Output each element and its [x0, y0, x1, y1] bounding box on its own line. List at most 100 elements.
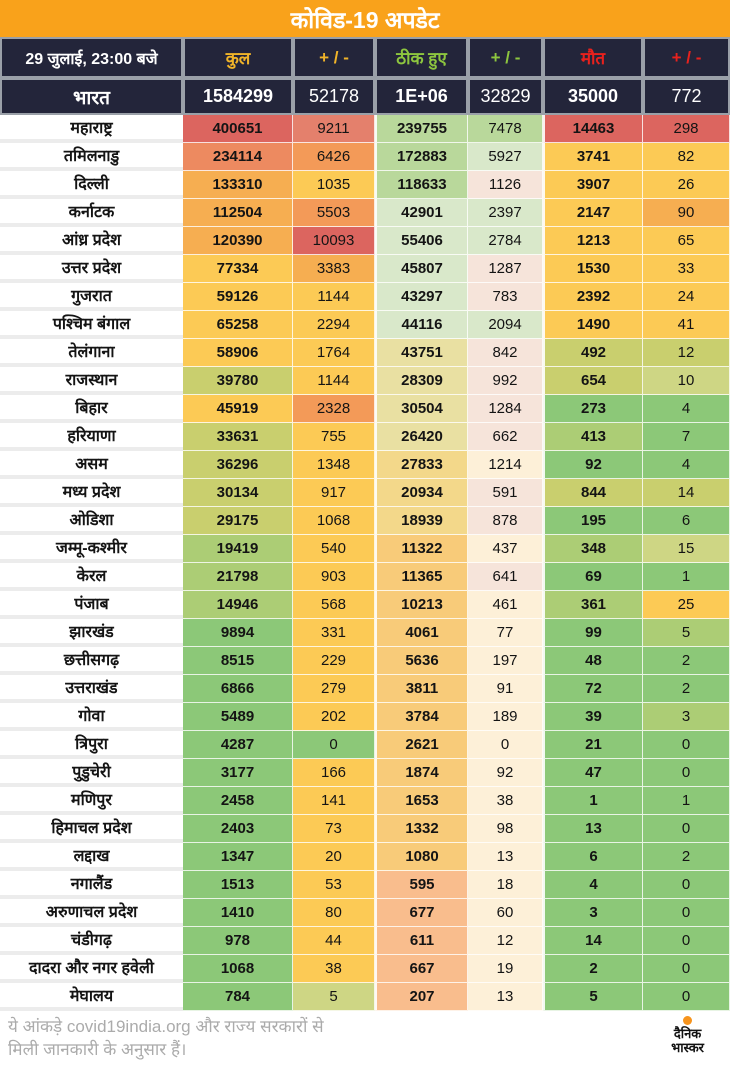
value-cell: 0	[643, 955, 730, 983]
value-cell: 3811	[375, 675, 468, 703]
value-cell: 0	[643, 899, 730, 927]
value-cell: 82	[643, 143, 730, 171]
col-header-total: कुल	[183, 37, 293, 78]
table-row: पंजाब 14946 568 10213 461 361 25	[0, 591, 730, 619]
value-cell: 2	[643, 675, 730, 703]
value-cell: 30504	[375, 395, 468, 423]
value-cell: 33631	[183, 423, 293, 451]
value-cell: 2	[643, 647, 730, 675]
value-cell: 0	[643, 983, 730, 1011]
value-cell: 1035	[293, 171, 375, 199]
value-cell: 72	[543, 675, 643, 703]
value-cell: 30134	[183, 479, 293, 507]
india-total-row: भारत 1584299 52178 1E+06 32829 35000 772	[0, 78, 730, 115]
value-cell: 1332	[375, 815, 468, 843]
value-cell: 437	[468, 535, 543, 563]
value-cell: 413	[543, 423, 643, 451]
state-name: जम्मू-कश्मीर	[0, 535, 183, 563]
table-row: अरुणाचल प्रदेश 1410 80 677 60 3 0	[0, 899, 730, 927]
value-cell: 1764	[293, 339, 375, 367]
value-cell: 0	[643, 731, 730, 759]
value-cell: 91	[468, 675, 543, 703]
table-row: दिल्ली 133310 1035 118633 1126 3907 26	[0, 171, 730, 199]
state-name: पंजाब	[0, 591, 183, 619]
state-name: राजस्थान	[0, 367, 183, 395]
value-cell: 2094	[468, 311, 543, 339]
value-cell: 461	[468, 591, 543, 619]
state-name: नगालैंड	[0, 871, 183, 899]
value-cell: 591	[468, 479, 543, 507]
value-cell: 45919	[183, 395, 293, 423]
value-cell: 654	[543, 367, 643, 395]
value-cell: 13	[468, 843, 543, 871]
value-cell: 6	[643, 507, 730, 535]
table-row: लद्दाख 1347 20 1080 13 6 2	[0, 843, 730, 871]
state-name: मध्य प्रदेश	[0, 479, 183, 507]
value-cell: 59126	[183, 283, 293, 311]
state-name: अरुणाचल प्रदेश	[0, 899, 183, 927]
table-row: उत्तर प्रदेश 77334 3383 45807 1287 1530 33	[0, 255, 730, 283]
value-cell: 3177	[183, 759, 293, 787]
value-cell: 20934	[375, 479, 468, 507]
value-cell: 69	[543, 563, 643, 591]
value-cell: 38	[468, 787, 543, 815]
value-cell: 2	[543, 955, 643, 983]
value-cell: 1	[543, 787, 643, 815]
value-cell: 1	[643, 787, 730, 815]
value-cell: 60	[468, 899, 543, 927]
value-cell: 44116	[375, 311, 468, 339]
value-cell: 21	[543, 731, 643, 759]
india-deaths: 35000	[543, 78, 643, 115]
state-name: लद्दाख	[0, 843, 183, 871]
value-cell: 10213	[375, 591, 468, 619]
value-cell: 7478	[468, 115, 543, 143]
value-cell: 118633	[375, 171, 468, 199]
title-band: कोविड-19 अपडेट	[0, 0, 730, 37]
state-name: पुडुचेरी	[0, 759, 183, 787]
value-cell: 92	[468, 759, 543, 787]
page-title: कोविड-19 अपडेट	[290, 6, 440, 33]
state-name: हिमाचल प्रदेश	[0, 815, 183, 843]
state-name: उत्तर प्रदेश	[0, 255, 183, 283]
table-row: कर्नाटक 112504 5503 42901 2397 2147 90	[0, 199, 730, 227]
state-name: मणिपुर	[0, 787, 183, 815]
value-cell: 842	[468, 339, 543, 367]
value-cell: 14946	[183, 591, 293, 619]
value-cell: 0	[468, 731, 543, 759]
value-cell: 5489	[183, 703, 293, 731]
value-cell: 1284	[468, 395, 543, 423]
table-row: तेलंगाना 58906 1764 43751 842 492 12	[0, 339, 730, 367]
value-cell: 166	[293, 759, 375, 787]
value-cell: 4287	[183, 731, 293, 759]
value-cell: 15	[643, 535, 730, 563]
col-header-total-delta: + / -	[293, 37, 375, 78]
value-cell: 189	[468, 703, 543, 731]
table-row: पश्चिम बंगाल 65258 2294 44116 2094 1490 41	[0, 311, 730, 339]
value-cell: 38	[293, 955, 375, 983]
state-name: दिल्ली	[0, 171, 183, 199]
value-cell: 1213	[543, 227, 643, 255]
value-cell: 112504	[183, 199, 293, 227]
value-cell: 400651	[183, 115, 293, 143]
value-cell: 492	[543, 339, 643, 367]
value-cell: 10	[643, 367, 730, 395]
value-cell: 18	[468, 871, 543, 899]
value-cell: 5503	[293, 199, 375, 227]
value-cell: 12	[643, 339, 730, 367]
table-row: आंध्र प्रदेश 120390 10093 55406 2784 1213 65	[0, 227, 730, 255]
value-cell: 3383	[293, 255, 375, 283]
value-cell: 197	[468, 647, 543, 675]
value-cell: 65258	[183, 311, 293, 339]
value-cell: 3741	[543, 143, 643, 171]
value-cell: 0	[293, 731, 375, 759]
value-cell: 39780	[183, 367, 293, 395]
state-name: गुजरात	[0, 283, 183, 311]
value-cell: 992	[468, 367, 543, 395]
value-cell: 298	[643, 115, 730, 143]
value-cell: 80	[293, 899, 375, 927]
state-name: पश्चिम बंगाल	[0, 311, 183, 339]
value-cell: 73	[293, 815, 375, 843]
value-cell: 1513	[183, 871, 293, 899]
value-cell: 20	[293, 843, 375, 871]
value-cell: 9894	[183, 619, 293, 647]
